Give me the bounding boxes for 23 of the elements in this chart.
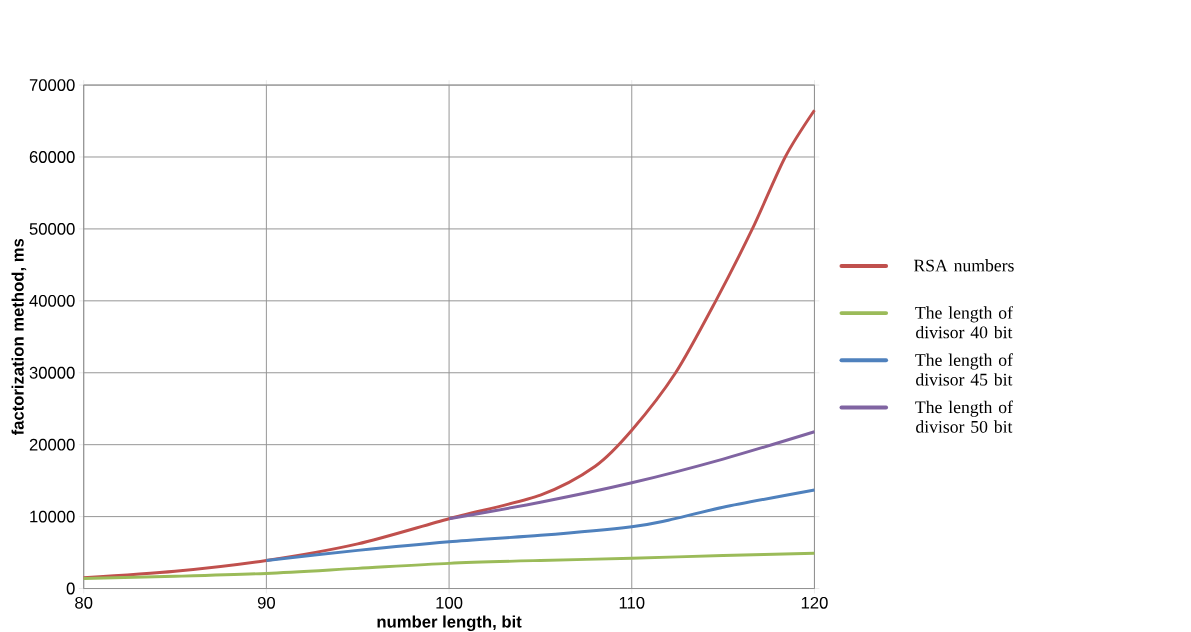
line-series xyxy=(447,430,816,521)
y-tick-label: 30000 xyxy=(29,366,75,379)
x-tick-label: 110 xyxy=(619,597,645,609)
y-tick-label: 20000 xyxy=(29,438,75,451)
x-tick-label: 120 xyxy=(801,597,828,609)
x-tick-label: 100 xyxy=(436,597,463,609)
y-tick-label: 0 xyxy=(66,582,75,595)
legend-label: RSA numbers xyxy=(913,259,1014,272)
y-tick-label: 40000 xyxy=(29,295,75,307)
y-tick-label: 70000 xyxy=(29,79,75,92)
legend-label: The length of divisor 45 bit xyxy=(915,353,1013,386)
y-tick-label: 60000 xyxy=(29,151,75,164)
line-series xyxy=(82,108,816,580)
legend-label: The length of divisor 50 bit xyxy=(915,400,1013,433)
x-axis-title: number length, bit xyxy=(377,615,522,632)
line-series xyxy=(82,551,816,581)
x-tick-label: 90 xyxy=(257,597,275,609)
x-tick-label: 80 xyxy=(75,597,93,609)
y-axis-title: factorization method, ms xyxy=(11,239,27,436)
legend-label: The length of divisor 40 bit xyxy=(915,306,1013,339)
y-tick-label: 10000 xyxy=(30,510,75,523)
line-series xyxy=(264,488,816,563)
y-tick-label: 50000 xyxy=(29,223,75,235)
